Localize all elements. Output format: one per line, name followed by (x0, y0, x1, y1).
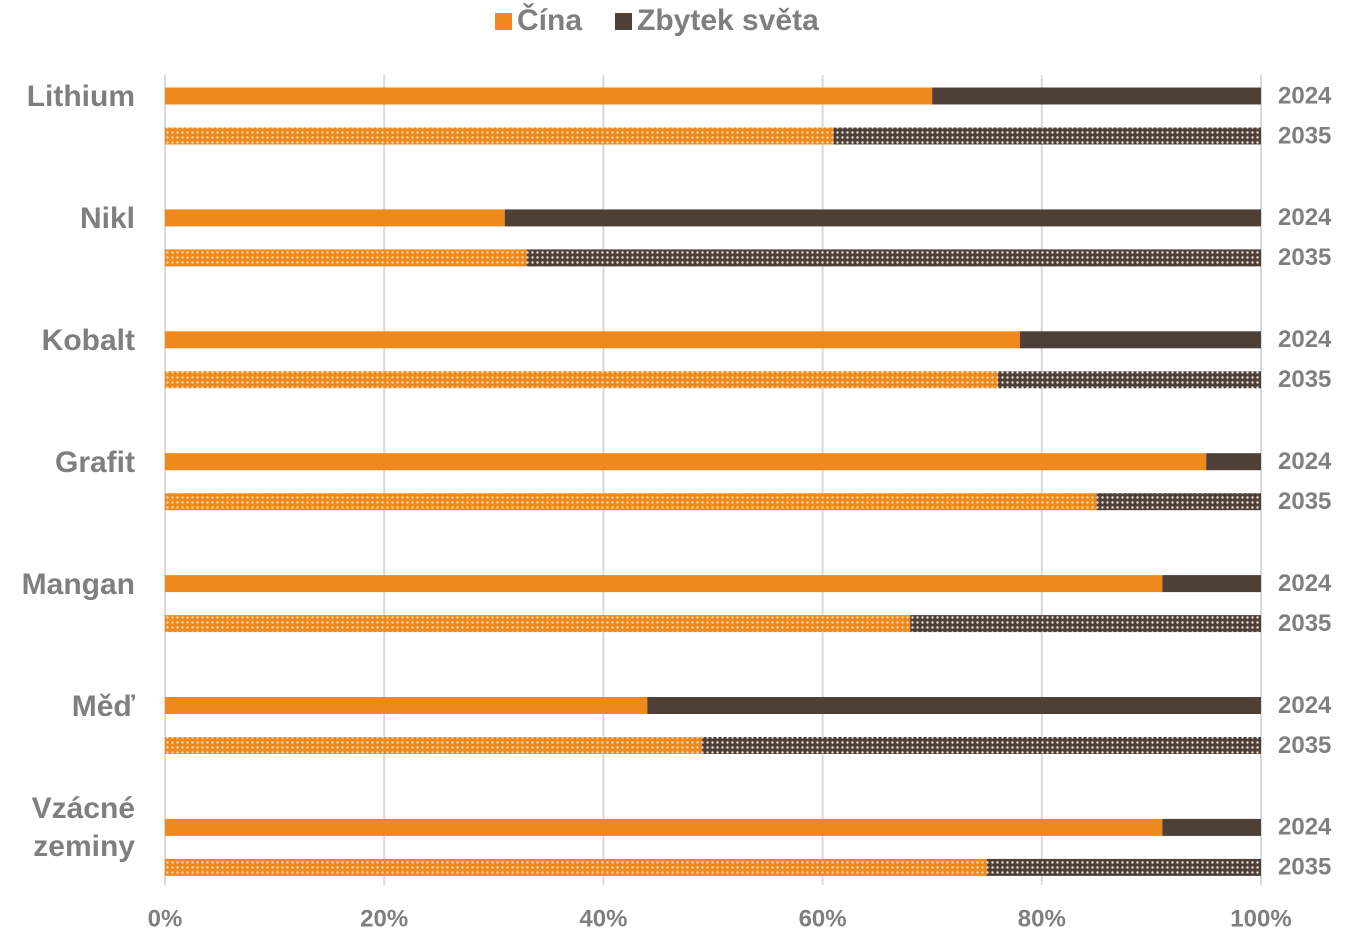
bar-segment (165, 87, 933, 105)
row-label: 2024 (1278, 204, 1332, 231)
legend-label: Zbytek světa (637, 4, 819, 37)
row-label: 2024 (1278, 326, 1332, 353)
bar-segment (165, 127, 834, 145)
bar-segment (1162, 818, 1261, 836)
group-label: Grafit (54, 445, 135, 479)
bar-segment (165, 737, 703, 754)
bar-segment (1019, 331, 1261, 349)
x-tick-label: 20% (360, 905, 408, 932)
bar-segment (165, 453, 1207, 471)
x-tick-label: 40% (579, 905, 627, 932)
x-tick-label: 80% (1018, 905, 1066, 932)
row-label: 2024 (1278, 814, 1332, 841)
row-label: 2024 (1278, 82, 1332, 109)
bar-segment (165, 697, 648, 714)
row-label: 2035 (1278, 488, 1331, 515)
row-label: 2024 (1278, 570, 1332, 597)
legend-swatch (495, 13, 512, 30)
group-label: Lithium (26, 80, 135, 113)
bar-segment (165, 615, 911, 633)
bar-segment (165, 209, 505, 227)
group-label: Měď (71, 689, 135, 723)
bar-segment (165, 818, 1163, 836)
row-label: 2035 (1278, 610, 1331, 637)
bar-segment (165, 575, 1163, 593)
row-label: 2035 (1278, 122, 1331, 149)
group-label: Vzácné zeminy (31, 792, 135, 864)
group-label: Kobalt (41, 323, 135, 357)
group-label: Nikl (79, 201, 135, 235)
bar-segment (165, 858, 987, 876)
x-tick-label: 100% (1230, 905, 1291, 932)
bar-segment (165, 249, 527, 267)
group-label: Mangan (21, 567, 135, 601)
bar-segment (997, 371, 1261, 389)
bar-segment (1162, 575, 1261, 593)
bar-segment (504, 209, 1261, 227)
row-label: 2024 (1278, 448, 1332, 475)
bar-segment (165, 331, 1020, 349)
x-tick-label: 0% (148, 905, 183, 932)
row-label: 2035 (1278, 854, 1331, 881)
bar-segment (1206, 453, 1261, 471)
bar-segment (932, 87, 1261, 105)
bar-segment (833, 127, 1261, 145)
row-label: 2024 (1278, 692, 1332, 719)
bar-segment (526, 249, 1261, 267)
row-label: 2035 (1278, 366, 1331, 393)
bar-segment (702, 737, 1261, 754)
bar-segment (987, 858, 1261, 876)
row-label: 2035 (1278, 244, 1331, 271)
bar-segment (910, 615, 1261, 633)
bar-segment (1096, 493, 1261, 511)
legend-label: Čína (517, 3, 582, 37)
bar-segment (647, 697, 1261, 714)
legend-swatch (615, 13, 633, 30)
bar-segment (165, 493, 1097, 511)
bar-segment (165, 371, 998, 389)
x-tick-label: 60% (799, 905, 847, 932)
row-label: 2035 (1278, 732, 1331, 759)
